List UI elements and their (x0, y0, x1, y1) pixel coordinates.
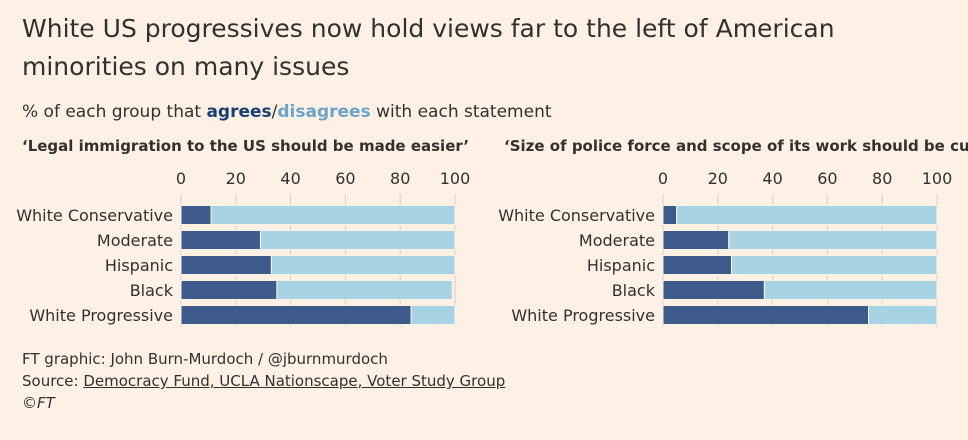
x-tick-label: 100 (440, 169, 471, 188)
footer-source-label: Source: (22, 372, 84, 390)
category-label: Moderate (97, 231, 173, 250)
panel-title-immigration: ‘Legal immigration to the US should be m… (22, 137, 470, 155)
bar-disagrees (259, 230, 456, 250)
x-tick-label: 20 (226, 169, 246, 188)
category-label: White Progressive (511, 306, 655, 325)
bar-disagrees (731, 255, 938, 275)
bar-agrees (180, 305, 412, 325)
category-label: Moderate (579, 231, 655, 250)
x-tick-label: 0 (176, 169, 186, 188)
x-tick-label: 60 (817, 169, 837, 188)
bar-agrees (662, 230, 730, 250)
x-tick-label: 0 (658, 169, 668, 188)
category-label: Hispanic (587, 256, 655, 275)
category-label: White Progressive (29, 306, 173, 325)
bar-agrees (180, 205, 212, 225)
x-tick-label: 100 (922, 169, 953, 188)
bar-agrees (662, 255, 732, 275)
chart-subtitle: % of each group that agrees/disagrees wi… (22, 101, 552, 123)
chart-title: White US progressives now hold views far… (22, 14, 835, 81)
bar-disagrees (676, 205, 938, 225)
stacked-bar-charts: 0 20 40 60 80 100 White Conservative Moderate Hi… (16, 169, 952, 327)
footer-credit: FT graphic: John Burn-Murdoch / @jburnmu… (22, 350, 388, 368)
bar-agrees (662, 305, 869, 325)
subtitle-slash: / (271, 102, 278, 122)
bar-agrees (180, 280, 278, 300)
x-tick-label: 20 (708, 169, 728, 188)
chart-panel-1: 0 20 40 60 80 100 White Conservative Moderate Hi… (498, 169, 952, 327)
bar-disagrees (763, 280, 938, 300)
footer-copyright: ©FT (22, 394, 55, 412)
subtitle-disagrees: disagrees (277, 102, 371, 122)
x-tick-label: 80 (872, 169, 892, 188)
bar-disagrees (210, 205, 456, 225)
subtitle-suffix: with each statement (370, 102, 552, 122)
footer-source-link[interactable]: Democracy Fund, UCLA Nationscape, Voter … (83, 372, 506, 390)
bar-disagrees (868, 305, 938, 325)
bar-disagrees (410, 305, 456, 325)
footer-source: Source: Democracy Fund, UCLA Nationscape… (22, 370, 505, 392)
bar-disagrees (270, 255, 456, 275)
bar-disagrees (728, 230, 938, 250)
category-label: Hispanic (105, 256, 173, 275)
bar-agrees (662, 280, 765, 300)
x-tick-label: 40 (762, 169, 782, 188)
category-label: Black (130, 281, 174, 300)
chart-footer: FT graphic: John Burn-Murdoch / @jburnmu… (22, 348, 505, 414)
bar-agrees (180, 230, 261, 250)
x-tick-label: 80 (390, 169, 410, 188)
panel-title-police: ‘Size of police force and scope of its w… (504, 137, 968, 155)
bar-agrees (662, 205, 678, 225)
category-label: White Conservative (16, 206, 173, 225)
x-tick-label: 60 (335, 169, 355, 188)
category-label: White Conservative (498, 206, 655, 225)
x-tick-label: 40 (280, 169, 300, 188)
bar-agrees (180, 255, 272, 275)
subtitle-agrees: agrees (206, 102, 272, 122)
category-label: Black (612, 281, 656, 300)
bar-disagrees (276, 280, 453, 300)
subtitle-prefix: % of each group that (22, 102, 207, 122)
chart-panel-0: 0 20 40 60 80 100 White Conservative Moderate Hi… (16, 169, 470, 327)
